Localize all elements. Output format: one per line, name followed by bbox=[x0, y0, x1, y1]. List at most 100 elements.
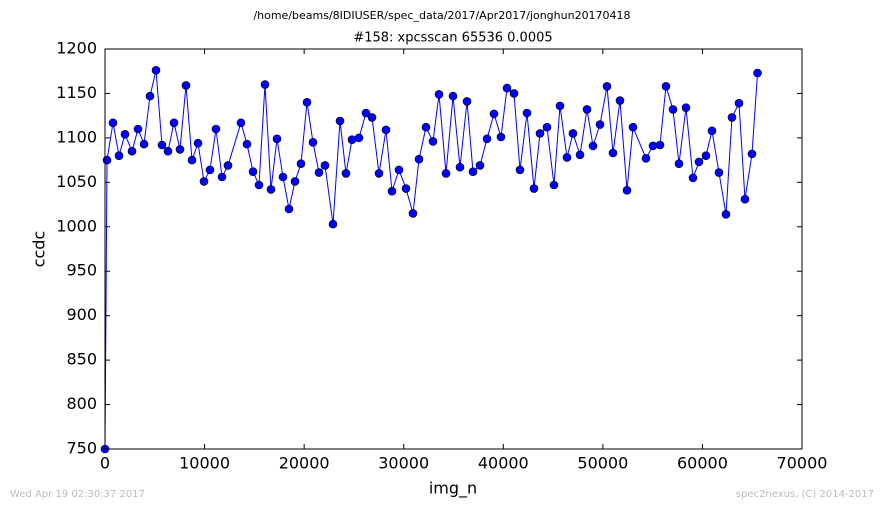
data-point bbox=[102, 155, 112, 165]
footer-credit: spec2nexus, (C) 2014-2017 bbox=[736, 489, 874, 500]
data-point bbox=[448, 91, 458, 101]
data-point bbox=[151, 66, 161, 75]
data-point bbox=[157, 140, 167, 150]
data-point bbox=[615, 96, 625, 105]
data-point bbox=[236, 118, 246, 128]
data-point bbox=[434, 90, 444, 99]
series-line bbox=[104, 70, 759, 450]
data-point bbox=[421, 122, 431, 132]
data-point bbox=[661, 82, 671, 91]
data-point bbox=[341, 169, 351, 178]
data-point bbox=[175, 145, 185, 154]
x-tick-label: 70000 bbox=[777, 454, 828, 473]
y-tick-label: 800 bbox=[66, 394, 97, 413]
data-point bbox=[582, 105, 592, 114]
data-point bbox=[163, 146, 173, 156]
data-point bbox=[721, 210, 731, 219]
suptitle: /home/beams/8IDIUSER/spec_data/2017/Apr2… bbox=[253, 9, 630, 22]
data-point bbox=[302, 98, 312, 107]
data-point bbox=[747, 149, 757, 159]
data-point bbox=[401, 184, 411, 193]
data-point bbox=[169, 118, 179, 128]
x-tick-label: 60000 bbox=[677, 454, 728, 473]
data-point bbox=[502, 83, 512, 93]
data-point bbox=[515, 165, 525, 175]
data-point bbox=[223, 161, 233, 170]
data-point bbox=[242, 139, 252, 149]
data-point bbox=[727, 113, 737, 122]
data-point bbox=[120, 130, 130, 139]
data-point bbox=[734, 98, 744, 108]
y-tick-label: 950 bbox=[66, 261, 97, 280]
data-point bbox=[414, 154, 424, 164]
y-tick-label: 1100 bbox=[56, 127, 97, 146]
axes-frame bbox=[104, 48, 803, 450]
data-point bbox=[602, 82, 612, 91]
data-point bbox=[701, 151, 711, 160]
data-point bbox=[568, 129, 578, 138]
data-point bbox=[462, 97, 472, 106]
data-point bbox=[496, 132, 506, 142]
x-tick-label: 20000 bbox=[279, 454, 330, 473]
data-point bbox=[753, 68, 762, 78]
x-tick-label: 40000 bbox=[478, 454, 529, 473]
data-point bbox=[347, 135, 357, 144]
x-axis-label: img_n bbox=[429, 479, 477, 499]
data-point bbox=[328, 219, 338, 229]
data-point bbox=[562, 153, 572, 162]
data-point bbox=[575, 150, 585, 160]
data-point bbox=[193, 138, 203, 148]
data-point bbox=[367, 113, 377, 122]
plot-area bbox=[100, 66, 762, 454]
data-point bbox=[588, 141, 598, 151]
data-point bbox=[628, 122, 638, 132]
data-point bbox=[278, 172, 288, 182]
data-point bbox=[284, 204, 294, 214]
data-point bbox=[296, 159, 306, 168]
data-point bbox=[387, 186, 397, 196]
data-point bbox=[114, 151, 124, 160]
x-tick-label: 30000 bbox=[378, 454, 429, 473]
data-point bbox=[199, 177, 209, 186]
data-point bbox=[622, 186, 632, 195]
data-point bbox=[181, 81, 191, 90]
chart-title: #158: xpcsscan 65536 0.0005 bbox=[353, 31, 552, 46]
y-tick-label: 1050 bbox=[56, 172, 97, 191]
data-point bbox=[266, 185, 276, 194]
x-tick-label: 0 bbox=[100, 454, 110, 473]
data-point bbox=[489, 109, 499, 119]
data-point bbox=[145, 91, 155, 101]
data-point bbox=[260, 80, 270, 89]
data-point bbox=[529, 184, 539, 193]
data-point bbox=[468, 167, 478, 176]
data-point bbox=[608, 148, 618, 158]
x-tick-label: 50000 bbox=[577, 454, 628, 473]
data-point bbox=[535, 129, 545, 138]
data-point bbox=[694, 157, 704, 167]
footer-timestamp: Wed Apr 19 02:30:37 2017 bbox=[10, 489, 145, 500]
data-point bbox=[205, 165, 215, 175]
data-point bbox=[688, 173, 698, 183]
y-tick-label: 1200 bbox=[56, 39, 97, 58]
data-point bbox=[248, 167, 258, 176]
data-point bbox=[595, 120, 605, 129]
data-point bbox=[314, 168, 324, 177]
data-point bbox=[290, 177, 300, 186]
data-point bbox=[428, 137, 438, 146]
data-point bbox=[108, 118, 118, 128]
data-point bbox=[681, 103, 691, 112]
data-point bbox=[549, 180, 559, 190]
x-tick-label: 10000 bbox=[179, 454, 230, 473]
data-point bbox=[335, 116, 345, 126]
data-point bbox=[522, 108, 532, 118]
data-point bbox=[668, 105, 678, 114]
data-point bbox=[408, 209, 418, 218]
data-point bbox=[482, 134, 492, 144]
data-point bbox=[641, 154, 651, 163]
data-point bbox=[272, 134, 282, 144]
data-point bbox=[217, 172, 227, 182]
data-point bbox=[361, 108, 371, 118]
data-point bbox=[374, 169, 384, 178]
data-point bbox=[740, 194, 750, 204]
